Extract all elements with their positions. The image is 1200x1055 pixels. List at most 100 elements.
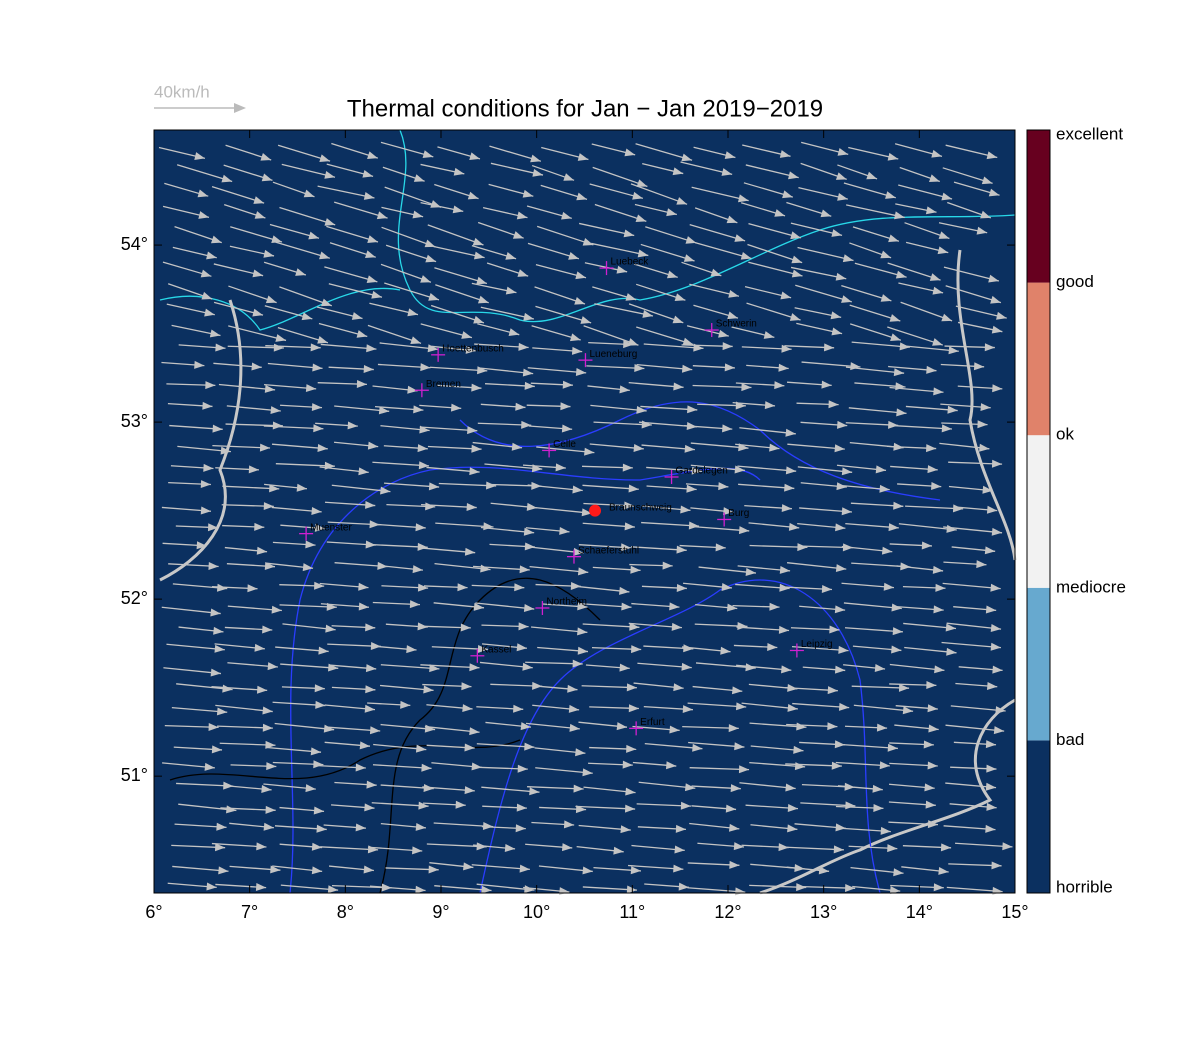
wind-arrow [634, 203, 678, 217]
wind-arrow [333, 441, 379, 450]
wind-arrow-head [366, 344, 377, 353]
wind-arrow [437, 146, 481, 161]
wind-arrow-head [473, 602, 485, 611]
wind-arrow-head [262, 625, 273, 634]
wind-arrow-head [367, 235, 378, 243]
wind-arrow [533, 684, 578, 693]
wind-arrow-head [642, 310, 653, 318]
wind-arrow [679, 543, 726, 552]
wind-arrow-head [512, 231, 524, 239]
wind-arrow-head [263, 822, 274, 831]
wind-arrow [835, 761, 890, 770]
wind-arrow-head [1002, 842, 1013, 851]
x-tick-label: 7° [241, 902, 258, 922]
y-tick-label: 54° [121, 234, 148, 254]
wind-arrow [894, 143, 943, 158]
wind-arrow [843, 664, 886, 672]
wind-arrow [329, 664, 377, 673]
wind-arrow [229, 865, 281, 874]
wind-arrow-head [927, 820, 939, 829]
wind-arrow [220, 805, 276, 814]
wind-arrow-head [837, 192, 848, 201]
wind-arrow [162, 261, 212, 278]
wind-arrow-head [523, 604, 535, 613]
wind-arrow [640, 243, 695, 262]
wind-arrow [481, 786, 540, 796]
wind-arrow [590, 404, 647, 414]
wind-arrow [477, 420, 532, 429]
wind-arrow [269, 223, 320, 240]
wind-arrow [334, 405, 390, 415]
wind-arrow [174, 822, 227, 831]
wind-arrow-head [568, 252, 579, 260]
wind-arrow [841, 582, 895, 591]
wind-arrow-head [932, 565, 944, 574]
wind-arrow [525, 843, 573, 852]
wind-arrow-head [508, 328, 520, 337]
wind-arrow [277, 144, 331, 162]
wind-arrow [643, 705, 693, 714]
city-label: Kassel [481, 644, 511, 655]
wind-arrow-head [252, 308, 264, 317]
wind-arrow-head [324, 218, 336, 226]
wind-arrow [954, 505, 998, 514]
wind-arrow [641, 505, 691, 514]
wind-arrow [329, 865, 374, 874]
wind-arrow [223, 164, 273, 182]
wind-arrow-head [624, 148, 636, 157]
wind-arrow [853, 704, 914, 715]
wind-arrow-head [680, 801, 691, 810]
wind-arrow-head [577, 153, 589, 161]
wind-arrow-head [726, 215, 738, 224]
wind-arrow [279, 581, 325, 590]
wind-arrow [526, 205, 572, 220]
wind-arrow-head [366, 780, 377, 789]
x-tick-label: 15° [1001, 902, 1028, 922]
wind-arrow [263, 424, 324, 433]
wind-arrow [435, 284, 489, 304]
wind-arrow-head [888, 420, 899, 429]
wind-arrow-head [400, 700, 411, 709]
colorbar-label: good [1056, 272, 1094, 291]
wind-arrow [178, 343, 226, 352]
city-label: Celle [553, 439, 576, 450]
wind-arrow-head [985, 740, 997, 749]
y-tick-label: 51° [121, 765, 148, 785]
wind-arrow [748, 522, 800, 531]
wind-arrow-head [371, 290, 382, 299]
wind-arrow [472, 441, 523, 451]
wind-arrow-head [462, 704, 473, 713]
wind-arrow [852, 645, 902, 654]
wind-arrow [420, 163, 465, 176]
wind-legend-arrow [154, 103, 246, 113]
wind-arrow [229, 245, 275, 258]
wind-arrow-head [473, 251, 485, 260]
wind-arrow-head [517, 269, 529, 277]
wind-arrow-head [417, 583, 429, 592]
wind-arrow-head [259, 443, 271, 452]
wind-arrow-head [415, 885, 426, 894]
wind-arrow-head [841, 507, 852, 516]
wind-arrow [945, 724, 1005, 735]
colorbar-label: ok [1056, 425, 1074, 444]
wind-arrow [629, 561, 673, 570]
wind-arrow [326, 540, 376, 549]
wind-arrow [849, 304, 901, 322]
highlight-label: Braunschweig [609, 502, 672, 513]
wind-arrow-head [563, 820, 575, 829]
wind-arrow-head [359, 741, 370, 750]
wind-arrow-head [302, 563, 314, 572]
wind-arrow-head [676, 583, 687, 592]
wind-arrow-head [672, 167, 684, 176]
wind-arrow-head [887, 743, 898, 752]
wind-arrow [577, 602, 632, 611]
wind-arrow [583, 501, 635, 510]
wind-arrow-head [948, 346, 959, 355]
wind-arrow [227, 605, 282, 614]
wind-arrow [589, 443, 644, 452]
wind-arrow [802, 665, 846, 674]
wind-arrow [800, 162, 847, 181]
wind-arrow-head [574, 297, 585, 305]
wind-arrow [267, 362, 323, 372]
wind-arrow [898, 184, 953, 201]
